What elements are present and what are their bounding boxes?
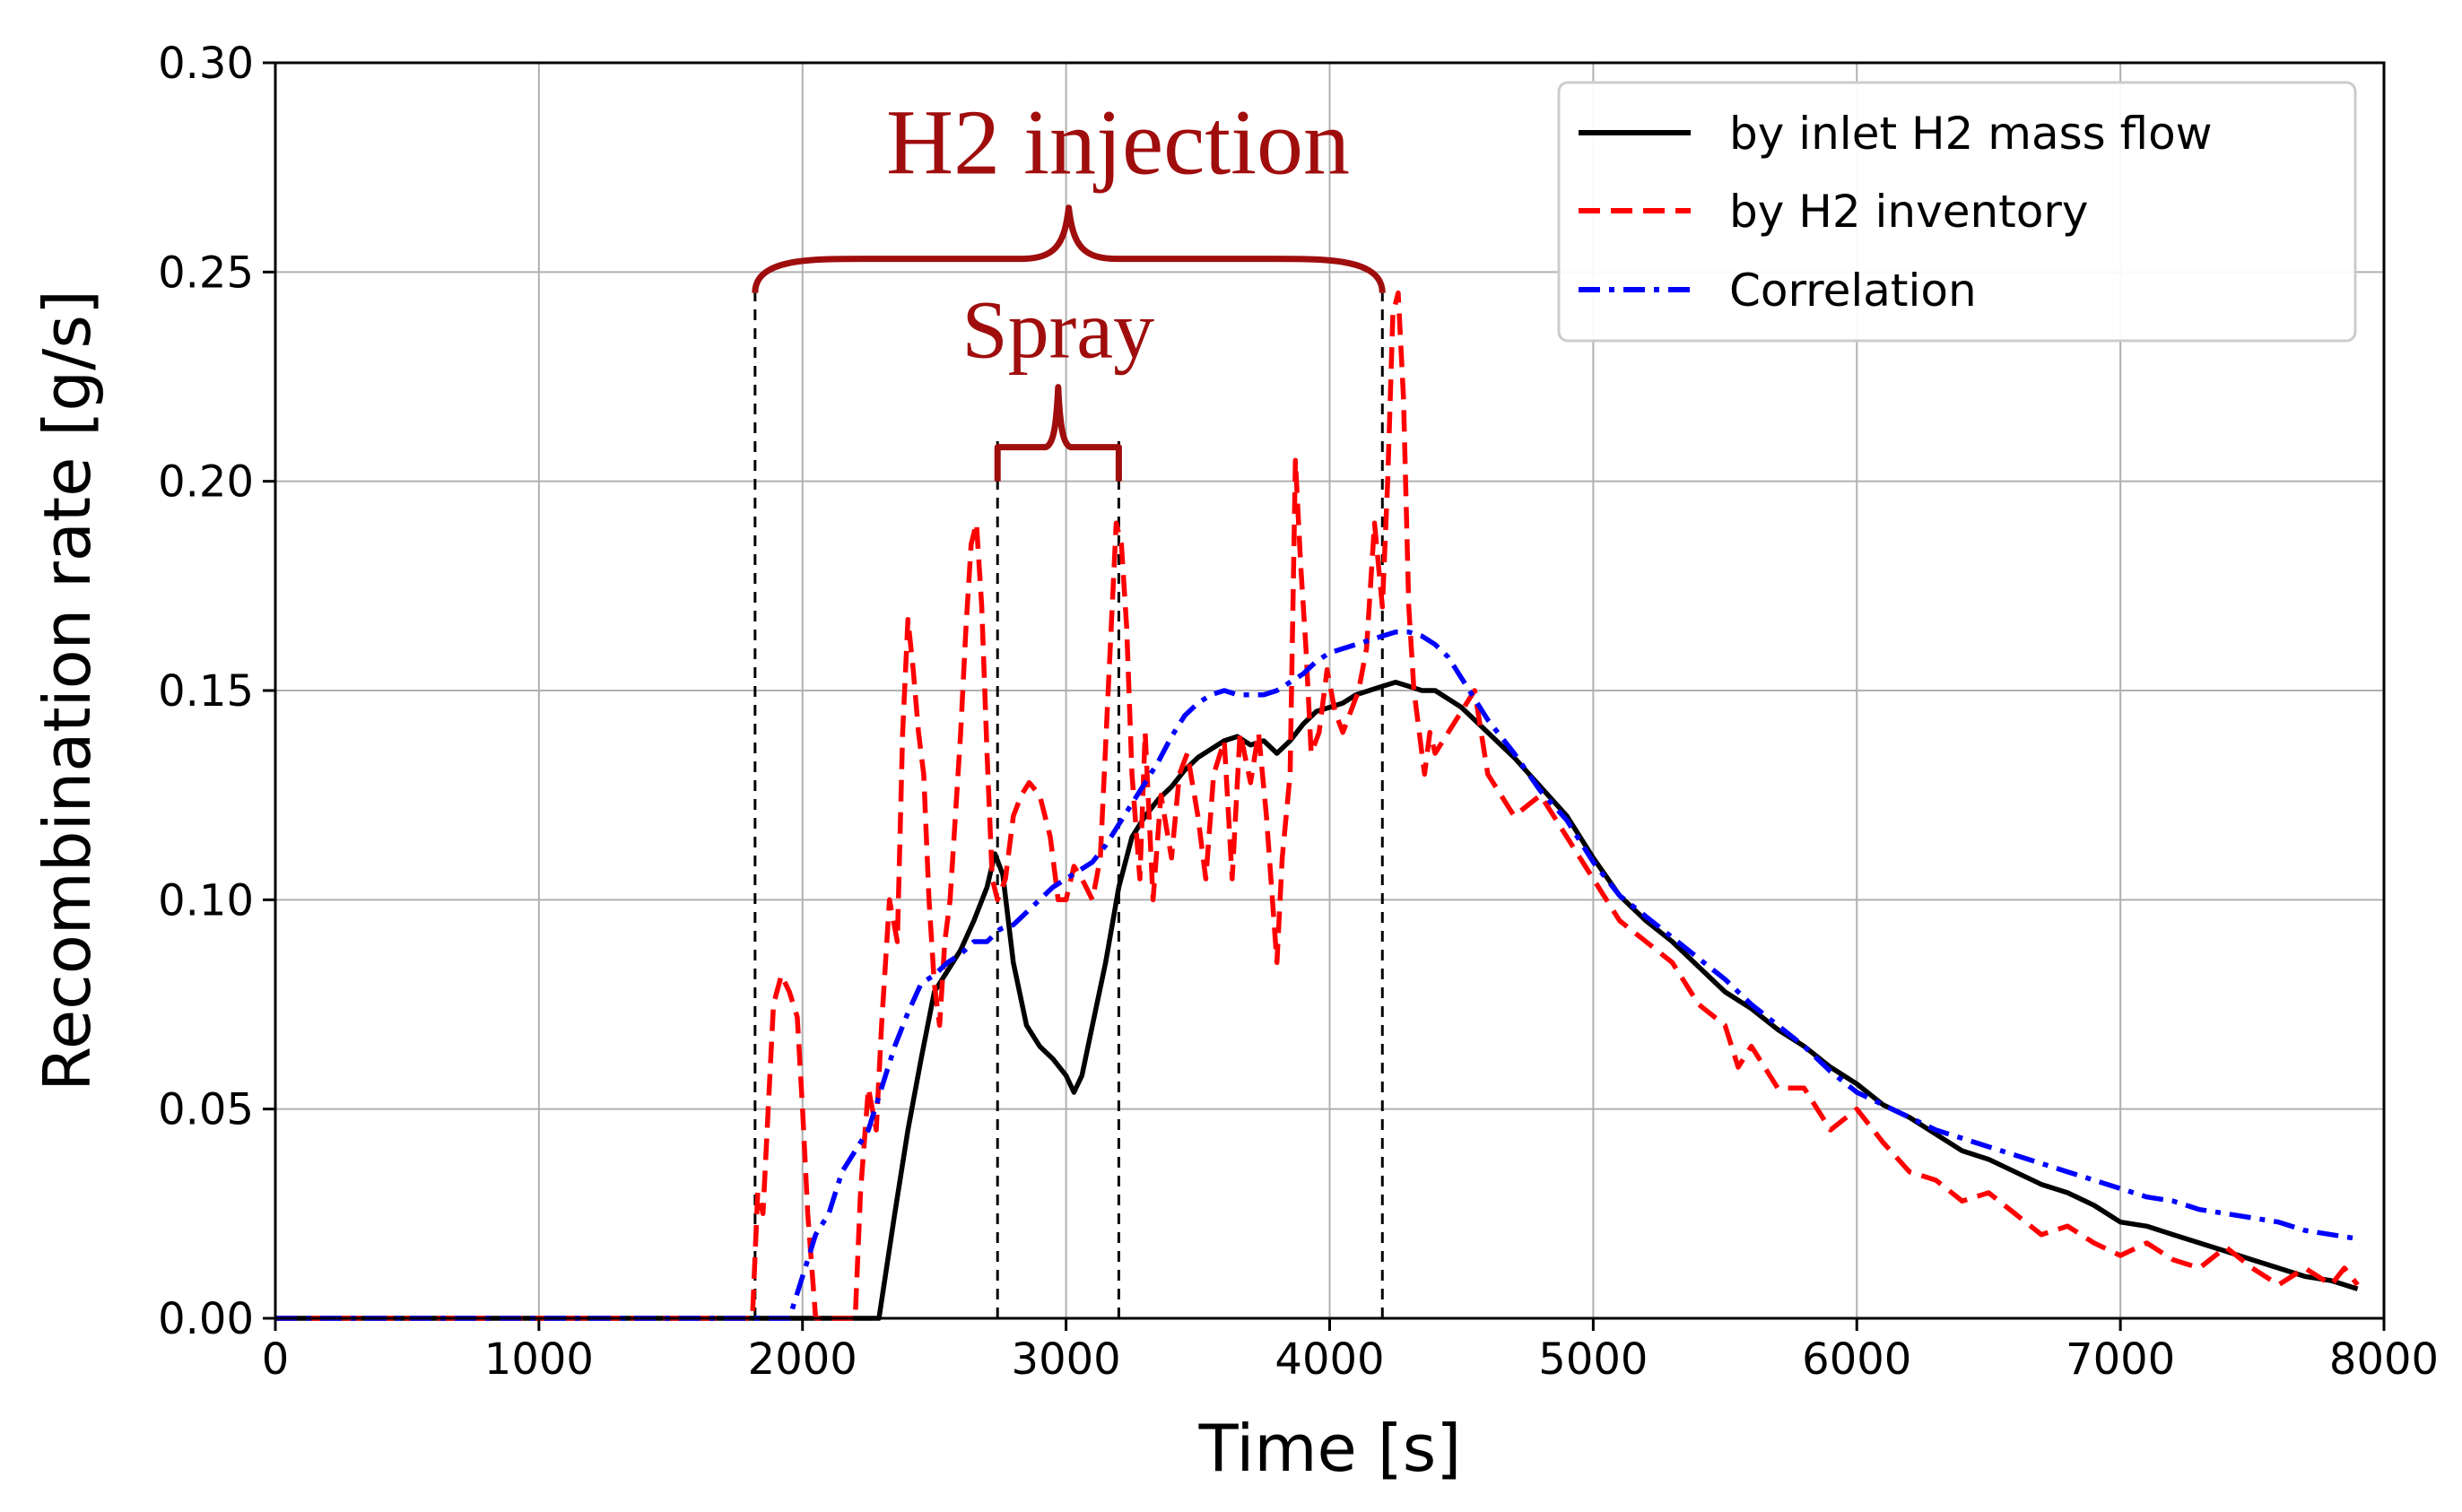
series-line-1: [275, 290, 2360, 1321]
x-axis-label: Time [s]: [1198, 1411, 1462, 1486]
x-tick-label: 2000: [748, 1334, 857, 1385]
x-tick-label: 4000: [1274, 1334, 1384, 1385]
spray-brace: [994, 384, 1122, 482]
x-tick-label: 8000: [2329, 1334, 2439, 1385]
x-tick-label: 5000: [1538, 1334, 1648, 1385]
legend-box: [1557, 81, 2357, 343]
y-tick-label: 0.05: [158, 1085, 254, 1135]
x-tick-label: 3000: [1012, 1334, 1121, 1385]
series-line-0: [275, 679, 2359, 1321]
y-axis-label: Recombination rate [g/s]: [30, 290, 105, 1091]
h2-injection-brace: [752, 204, 1386, 294]
x-tick-label: 7000: [2066, 1334, 2175, 1385]
y-tick-label: 0.20: [158, 457, 254, 508]
legend-label-correlation: Correlation: [1729, 265, 1977, 317]
series-line-2: [275, 629, 2359, 1321]
y-tick-label: 0.15: [158, 666, 254, 717]
legend-label-mass-flow: by inlet H2 mass flow: [1729, 108, 2213, 160]
spray-label: Spray: [961, 284, 1154, 376]
x-tick-label: 0: [262, 1334, 290, 1385]
legend-label-inventory: by H2 inventory: [1729, 186, 2089, 238]
legend: by inlet H2 mass flow by H2 inventory Co…: [1557, 81, 2357, 343]
annotations: H2 injection Spray: [752, 91, 1386, 482]
x-tick-label: 6000: [1802, 1334, 1911, 1385]
axis-ticks: 0 1000 2000 3000 4000 5000 6000 7000 8000 0.00 0.0…: [158, 39, 2439, 1385]
x-tick-label: 1000: [484, 1334, 594, 1385]
y-tick-label: 0.00: [158, 1294, 254, 1344]
h2-injection-label: H2 injection: [886, 91, 1350, 194]
series-lines: [275, 290, 2360, 1321]
y-tick-label: 0.10: [158, 875, 254, 925]
y-tick-label: 0.25: [158, 248, 254, 298]
y-tick-label: 0.30: [158, 39, 254, 89]
